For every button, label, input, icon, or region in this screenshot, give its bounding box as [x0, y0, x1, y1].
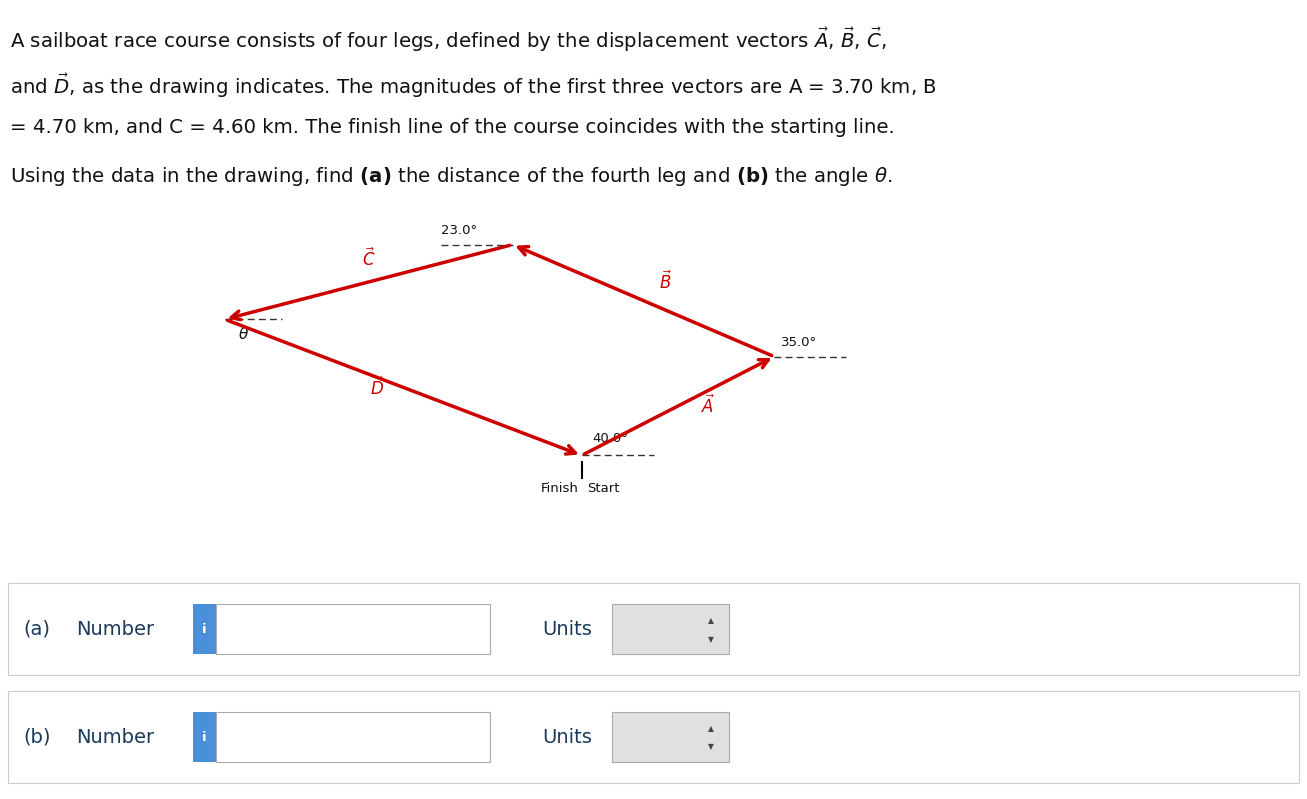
Text: ▲: ▲ — [708, 616, 714, 625]
Text: and $\vec{D}$, as the drawing indicates. The magnitudes of the first three vecto: and $\vec{D}$, as the drawing indicates.… — [10, 72, 937, 101]
Text: A sailboat race course consists of four legs, defined by the displacement vector: A sailboat race course consists of four … — [10, 26, 887, 54]
FancyBboxPatch shape — [8, 691, 1299, 783]
Text: $\vec{C}$: $\vec{C}$ — [362, 248, 375, 270]
Text: i: i — [203, 622, 207, 636]
Text: = 4.70 km, and C = 4.60 km. The finish line of the course coincides with the sta: = 4.70 km, and C = 4.60 km. The finish l… — [10, 118, 895, 137]
Text: Number: Number — [76, 620, 154, 638]
Text: 23.0°: 23.0° — [440, 224, 477, 237]
Bar — [612, 713, 729, 762]
Text: ▼: ▼ — [708, 634, 714, 644]
Text: $\vec{D}$: $\vec{D}$ — [370, 376, 384, 399]
Text: (b): (b) — [24, 728, 51, 746]
Text: i: i — [203, 730, 207, 744]
Text: 40.0°: 40.0° — [592, 432, 627, 445]
Text: 35.0°: 35.0° — [780, 336, 817, 348]
Text: $\vec{A}$: $\vec{A}$ — [702, 395, 715, 417]
FancyBboxPatch shape — [8, 583, 1299, 675]
Text: Finish: Finish — [541, 482, 579, 495]
Text: Using the data in the drawing, find $\mathbf{(a)}$ the distance of the fourth le: Using the data in the drawing, find $\ma… — [10, 165, 893, 188]
Bar — [216, 605, 490, 654]
Text: Number: Number — [76, 728, 154, 746]
Bar — [216, 713, 490, 762]
Bar — [193, 713, 216, 762]
Text: $\vec{B}$: $\vec{B}$ — [659, 270, 672, 292]
Text: ▲: ▲ — [708, 724, 714, 733]
Text: $\theta$: $\theta$ — [238, 326, 248, 342]
Text: Units: Units — [542, 620, 592, 638]
Bar — [193, 605, 216, 654]
Text: Units: Units — [542, 728, 592, 746]
Text: (a): (a) — [24, 620, 51, 638]
Text: ▼: ▼ — [708, 742, 714, 752]
Text: Start: Start — [587, 482, 620, 495]
Bar — [612, 605, 729, 654]
